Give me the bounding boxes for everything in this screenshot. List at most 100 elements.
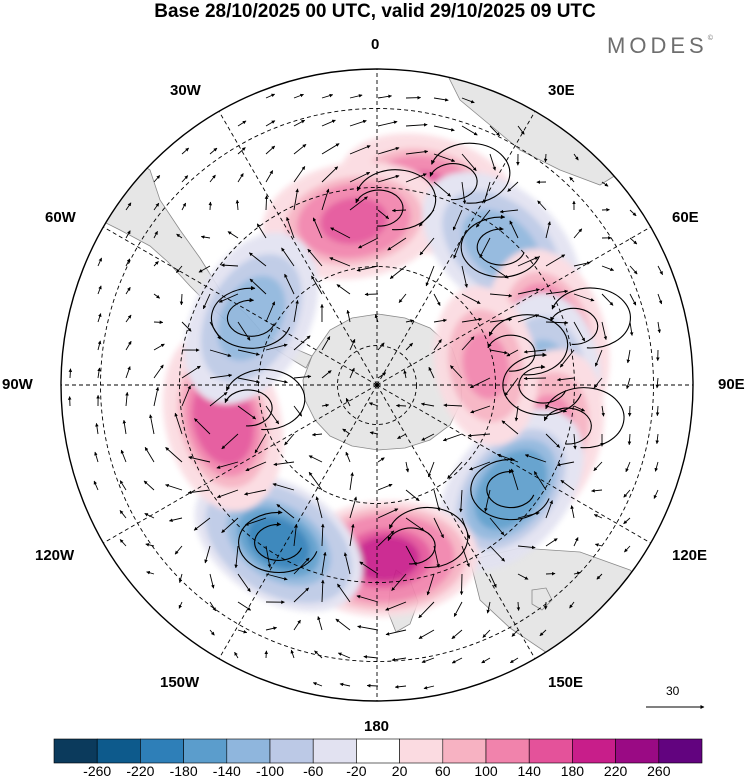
wind-vector (237, 120, 247, 127)
colorbar-swatch (183, 738, 228, 764)
wind-vector (517, 256, 539, 267)
reference-vector-label: 30 (666, 684, 680, 698)
wind-vector (395, 403, 407, 408)
colorbar-swatch (658, 738, 703, 764)
wind-vector (556, 461, 575, 467)
wind-vector (483, 181, 491, 204)
streamline (550, 307, 599, 345)
wind-vector (433, 293, 441, 306)
wind-vector (179, 293, 184, 306)
wind-vector (143, 480, 155, 491)
wind-vector (489, 125, 500, 137)
colorbar-tick-label: 220 (603, 763, 628, 779)
wind-vector (181, 202, 187, 211)
wind-vector (330, 227, 351, 239)
wind-vector (461, 317, 483, 323)
wind-vector (204, 545, 211, 564)
wind-vector (593, 377, 603, 389)
streamline (460, 214, 540, 278)
wind-vector (624, 545, 631, 553)
wind-vector (153, 202, 160, 211)
anomaly-contour (320, 197, 388, 244)
wind-vector (391, 657, 407, 662)
wind-vector (517, 125, 525, 135)
meridian-line (218, 111, 378, 386)
wind-vector (423, 685, 435, 690)
colorbar-tick-label: -140 (212, 763, 241, 779)
colorbar-swatch (312, 738, 357, 764)
meridian-line (376, 384, 651, 544)
wind-vector (145, 543, 155, 547)
wind-vector (363, 655, 379, 659)
streamline (238, 510, 318, 573)
wind-vector (178, 573, 183, 584)
wind-vector (627, 433, 632, 446)
wind-vector (533, 471, 547, 491)
wind-vector (357, 625, 379, 631)
wind-vector (181, 147, 190, 155)
wind-vector (469, 377, 491, 389)
wind-vector (312, 682, 323, 687)
streamline (431, 142, 511, 204)
wind-vector (209, 349, 232, 357)
colorbar-swatch (356, 738, 400, 764)
wind-vector (489, 265, 509, 279)
meridian-label-90e: 90E (718, 376, 745, 393)
wind-vector (345, 397, 351, 407)
wind-vector (625, 461, 631, 473)
wind-vector (385, 601, 407, 611)
wind-vector (405, 489, 420, 502)
wind-vector (237, 147, 246, 155)
wind-vector (125, 366, 131, 379)
streamline (487, 334, 536, 372)
streamline (488, 314, 569, 376)
wind-vector (601, 293, 614, 306)
colorbar-tick-label: -60 (303, 763, 324, 779)
wind-vector (153, 175, 161, 183)
wind-vector (461, 97, 475, 104)
wind-vector (343, 552, 351, 575)
wind-vector (405, 319, 415, 323)
wind-vector (433, 97, 449, 102)
colorbar-swatch (442, 738, 487, 764)
wind-vector (573, 261, 591, 267)
wind-vector (311, 275, 323, 295)
wind-vector (377, 508, 399, 519)
wind-vector (545, 500, 553, 519)
colorbar (53, 738, 703, 764)
wind-vector (293, 93, 304, 99)
tasmania-land (531, 587, 553, 611)
streamline (387, 527, 436, 565)
wind-vector (569, 601, 575, 609)
wind-vector (174, 545, 183, 555)
wind-vector (144, 446, 155, 463)
wind-vector (119, 480, 127, 491)
wind-vector (655, 433, 660, 445)
wind-vector (573, 153, 579, 161)
wind-vector (265, 626, 277, 631)
wind-vector (377, 146, 400, 155)
wind-vector (176, 233, 183, 239)
wind-vector (461, 125, 478, 136)
wind-vector (293, 335, 311, 351)
wind-vector (517, 545, 536, 550)
streamline (429, 163, 478, 201)
wind-vector (237, 321, 251, 341)
wind-vector (187, 489, 211, 495)
wind-vector (452, 209, 463, 231)
wind-vector (516, 601, 521, 611)
wind-vector (629, 237, 638, 245)
wind-vector (349, 496, 358, 519)
wind-vector (405, 461, 410, 473)
wind-vector (308, 455, 323, 463)
wind-vector (418, 601, 435, 619)
wind-vector (273, 461, 295, 467)
wind-vector (425, 265, 435, 287)
wind-vector (265, 145, 276, 155)
wind-vector (358, 237, 379, 249)
wind-vector (573, 433, 577, 450)
wind-vector (569, 176, 575, 183)
wind-vector (459, 489, 463, 513)
wind-vector (312, 217, 323, 239)
wind-vector (321, 166, 339, 183)
